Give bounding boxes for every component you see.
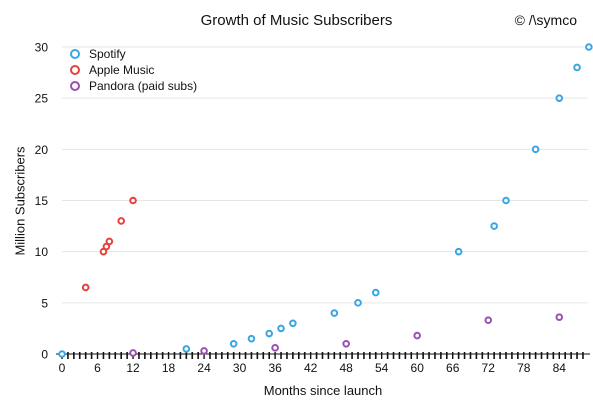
point-spotify [247,334,256,343]
point-spotify [371,288,380,297]
y-axis-label: Million Subscribers [12,146,28,256]
legend-item-spotify: Spotify [70,46,197,62]
x-tick-label: 60 [411,361,425,375]
tick-labels: 0 5 10 15 20 25 30 0 6 12 18 24 30 36 42 48 54 60 66 72 78 84 [35,41,567,376]
x-tick-label: 48 [339,361,353,375]
point-spotify [229,339,238,348]
x-tick-label: 12 [126,361,140,375]
point-spotify [573,63,581,72]
y-tick-label: 30 [35,41,49,55]
y-tick-label: 25 [35,92,49,106]
x-tick-label: 72 [482,361,496,375]
point-pandora-paid-subs [413,331,422,340]
y-tick-label: 15 [35,194,49,208]
point-pandora-paid-subs [484,316,493,325]
point-pandora-paid-subs [271,344,279,352]
point-pandora-paid-subs [555,313,564,321]
x-axis-label: Months since launch [263,383,383,398]
point-pandora-paid-subs [200,347,208,355]
point-apple-music [117,217,125,225]
x-tick-label: 42 [304,361,318,375]
point-spotify [182,345,191,353]
point-spotify [502,196,510,205]
x-tick-label: 18 [162,361,176,375]
x-tick-label: 36 [268,361,282,375]
point-spotify [555,94,564,102]
x-tick-label: 0 [59,361,66,375]
point-spotify [277,324,285,333]
legend-marker-spotify [70,49,80,59]
point-spotify [585,43,593,51]
y-tick-label: 20 [35,143,49,157]
x-tick-label: 78 [517,361,531,375]
point-spotify [265,329,274,338]
x-tick-label: 30 [233,361,247,375]
y-tick-label: 5 [41,296,48,310]
point-spotify [330,309,339,317]
legend-item-pandora: Pandora (paid subs) [70,78,197,94]
y-tick-label: 0 [41,348,48,362]
point-pandora-paid-subs [342,339,350,348]
x-tick-label: 6 [94,361,101,375]
x-tick-label: 54 [375,361,389,375]
chart-credit: © /\symco [514,12,577,28]
point-spotify [531,145,540,154]
legend-label-spotify: Spotify [89,47,126,61]
legend-marker-apple-music [70,65,80,75]
point-apple-music [81,283,90,292]
legend-item-apple-music: Apple Music [70,62,197,78]
point-spotify [454,247,463,256]
x-tick-label: 66 [446,361,460,375]
legend-label-pandora: Pandora (paid subs) [89,79,198,93]
legend-label-apple-music: Apple Music [89,63,155,77]
x-tick-label: 24 [197,361,211,375]
point-apple-music [105,237,114,246]
legend: Spotify Apple Music Pandora (paid subs) [70,46,197,94]
point-spotify [354,299,362,307]
gridlines [62,46,588,304]
point-spotify [490,222,498,230]
point-spotify [289,319,297,328]
chart-title: Growth of Music Subscribers [200,12,393,29]
point-pandora-paid-subs [129,349,137,357]
data-points [58,43,593,358]
legend-marker-pandora [70,81,80,91]
x-tick-label: 84 [553,361,567,375]
point-apple-music [129,196,137,205]
point-spotify [58,350,66,358]
y-tick-label: 10 [35,245,49,259]
